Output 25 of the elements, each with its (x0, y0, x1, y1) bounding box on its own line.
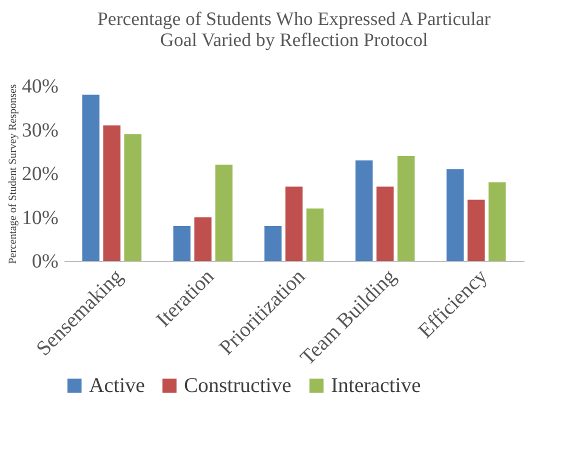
legend-label: Active (89, 372, 145, 397)
bar (488, 182, 506, 261)
legend-label: Interactive (331, 372, 421, 397)
y-tick-label: 20% (22, 163, 58, 185)
bar (264, 226, 282, 261)
y-tick-label: 40% (22, 76, 58, 98)
y-axis-title: Percentage of Student Survey Responses (6, 84, 19, 264)
bar (194, 217, 212, 261)
bar (82, 94, 100, 261)
bar (285, 186, 303, 261)
bar (124, 134, 142, 261)
legend-label: Constructive (184, 372, 292, 397)
bar (397, 156, 415, 261)
y-tick-label: 0% (32, 250, 58, 272)
bar (446, 169, 464, 261)
y-tick-label: 10% (22, 206, 58, 229)
bar (355, 160, 373, 261)
bar (376, 186, 394, 261)
bar (173, 226, 191, 261)
bar (103, 125, 120, 261)
y-tick-label: 30% (22, 119, 58, 142)
bar (468, 200, 485, 261)
chart-title: Percentage of Students Who Expressed A Particular Goal Varied by Reflection Protocol (97, 9, 492, 51)
bar (215, 164, 233, 261)
bar (306, 208, 324, 261)
